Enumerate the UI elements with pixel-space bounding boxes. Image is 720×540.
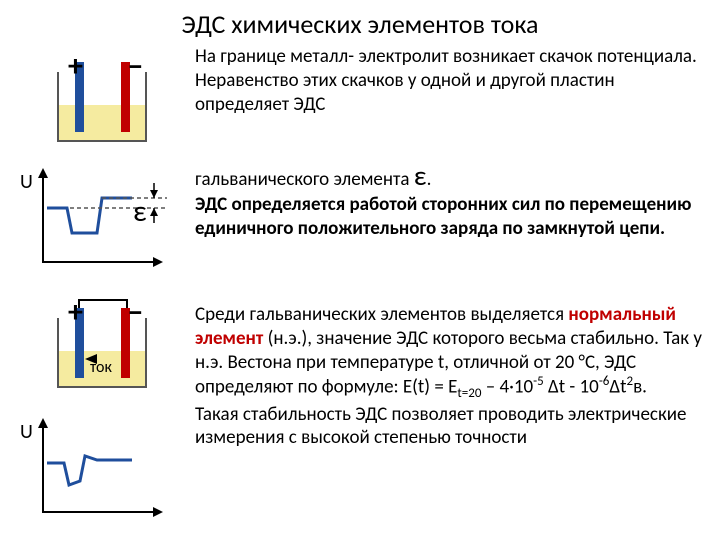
para-2b: .	[427, 168, 432, 191]
para-1: На границе металл- электролит возникает …	[195, 45, 705, 116]
epsilon-label-1: ε	[133, 193, 147, 230]
para-2c: ЭДС определяется работой сторонних сил п…	[195, 193, 691, 240]
sup-m6: -6	[599, 374, 610, 389]
minus-sign-1: −	[128, 48, 143, 85]
galvanic-cell-open: + −	[45, 50, 160, 150]
galvanic-cell-closed: + − ток	[45, 296, 160, 396]
para-1-text: На границе металл- электролит возникает …	[195, 45, 697, 116]
potential-curve-2	[42, 423, 167, 513]
page-title: ЭДС химических элементов тока	[0, 8, 720, 40]
wire	[75, 296, 135, 314]
para-3c: – 4·10	[481, 376, 533, 399]
para-3d: Δt - 10	[544, 376, 599, 399]
para-3f: в.	[633, 376, 647, 399]
para-2a: гальванического элемента	[195, 168, 414, 191]
plus-sign-1: +	[68, 48, 83, 85]
para-3g: Такая стабильность ЭДС позволяет проводи…	[195, 403, 687, 450]
sup-m5: -5	[533, 374, 544, 389]
para-3: Среди гальванических элементов выделяетс…	[195, 303, 715, 450]
para-2: гальванического элемента ε. ЭДС определя…	[195, 158, 715, 241]
graph-closed: U	[18, 418, 173, 523]
current-label: ток	[90, 358, 112, 377]
graph-open: U ε	[18, 168, 173, 273]
u-label-2: U	[20, 420, 33, 444]
para-3e: Δt	[609, 376, 626, 399]
para-3a: Среди гальванических элементов выделяетс…	[195, 303, 568, 326]
sub-t20: t=20	[457, 386, 481, 401]
potential-curve-1	[42, 173, 167, 263]
epsilon-inline: ε	[414, 158, 427, 193]
u-label-1: U	[20, 170, 33, 194]
